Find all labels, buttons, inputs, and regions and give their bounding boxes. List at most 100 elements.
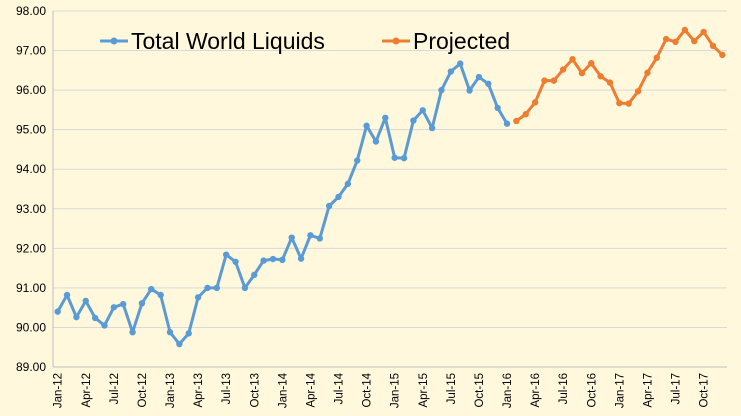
data-point-projected xyxy=(681,26,689,34)
data-point-total-world-liquids xyxy=(222,251,230,258)
legend-marker-total-world-liquids xyxy=(110,37,118,45)
legend-marker-projected xyxy=(392,37,400,45)
x-tick-label: Oct-16 xyxy=(586,373,598,408)
data-point-projected xyxy=(625,100,632,107)
data-point-total-world-liquids xyxy=(251,271,258,279)
data-point-projected xyxy=(513,117,520,125)
y-tick-label: 97.00 xyxy=(16,44,46,58)
data-point-total-world-liquids xyxy=(204,284,211,292)
data-point-projected xyxy=(719,51,726,59)
data-point-projected xyxy=(541,77,548,84)
data-point-projected xyxy=(588,60,595,67)
data-point-total-world-liquids xyxy=(410,117,417,124)
y-tick-label: 94.00 xyxy=(16,162,46,176)
data-point-total-world-liquids xyxy=(101,322,108,329)
y-tick-label: 90.00 xyxy=(16,320,46,334)
data-point-projected xyxy=(606,79,614,86)
legend-label-projected: Projected xyxy=(413,28,510,54)
data-point-total-world-liquids xyxy=(485,80,492,87)
data-point-total-world-liquids xyxy=(157,291,164,299)
x-tick-label: Apr-16 xyxy=(530,373,542,408)
data-point-total-world-liquids xyxy=(363,122,370,129)
data-point-total-world-liquids xyxy=(438,86,445,94)
data-point-total-world-liquids xyxy=(307,232,314,239)
data-point-projected xyxy=(700,28,707,36)
data-point-projected xyxy=(550,77,558,84)
legend-item-projected: Projected xyxy=(382,28,510,54)
x-tick-label: Jul-13 xyxy=(221,373,233,404)
data-point-total-world-liquids xyxy=(503,120,511,127)
data-point-total-world-liquids xyxy=(110,304,118,311)
legend-item-total-world-liquids: Total World Liquids xyxy=(100,28,325,54)
x-tick-label: Apr-14 xyxy=(305,372,317,407)
x-tick-label: Jan-15 xyxy=(390,373,402,408)
data-point-projected xyxy=(559,66,567,73)
data-point-total-world-liquids xyxy=(82,297,89,305)
x-tick-label: Jan-16 xyxy=(502,373,514,408)
data-point-total-world-liquids xyxy=(428,124,436,132)
x-tick-label: Apr-12 xyxy=(81,373,93,408)
data-point-total-world-liquids xyxy=(213,284,221,292)
data-point-total-world-liquids xyxy=(260,257,267,264)
data-point-projected xyxy=(616,99,623,107)
data-point-total-world-liquids xyxy=(475,73,483,81)
data-point-projected xyxy=(691,37,698,45)
data-point-total-world-liquids xyxy=(148,285,155,293)
data-point-total-world-liquids xyxy=(166,328,174,336)
data-point-total-world-liquids xyxy=(232,258,239,265)
data-point-projected xyxy=(569,56,576,63)
series-lines xyxy=(54,26,726,348)
legend: Total World Liquids Projected xyxy=(100,28,510,54)
data-point-projected xyxy=(672,38,679,46)
data-point-total-world-liquids xyxy=(129,328,136,336)
x-tick-label: Jul-14 xyxy=(334,372,346,404)
data-point-total-world-liquids xyxy=(391,154,398,161)
y-axis-tick-labels: 89.00 90.00 91.00 92.00 93.00 94.00 95.00 96.00… xyxy=(16,4,46,374)
x-tick-label: Jan-13 xyxy=(165,373,177,408)
data-point-total-world-liquids xyxy=(241,284,249,292)
x-tick-label: Apr-13 xyxy=(193,373,205,408)
data-point-projected xyxy=(522,111,529,118)
data-point-projected xyxy=(634,88,642,95)
data-point-projected xyxy=(597,73,604,80)
x-tick-label: Apr-17 xyxy=(642,373,654,408)
y-tick-label: 93.00 xyxy=(16,202,46,216)
data-point-total-world-liquids xyxy=(54,308,61,315)
data-point-total-world-liquids xyxy=(325,202,333,210)
data-point-total-world-liquids xyxy=(138,300,146,307)
data-point-total-world-liquids xyxy=(335,193,342,201)
legend-label-total-world-liquids: Total World Liquids xyxy=(131,28,325,54)
data-point-total-world-liquids xyxy=(288,234,295,241)
x-tick-label: Oct-17 xyxy=(699,373,711,408)
x-tick-label: Oct-15 xyxy=(474,373,486,408)
x-tick-label: Jul-12 xyxy=(109,373,121,404)
data-point-total-world-liquids xyxy=(457,60,464,67)
data-point-total-world-liquids xyxy=(382,114,389,122)
data-point-total-world-liquids xyxy=(400,154,408,162)
y-tick-label: 91.00 xyxy=(16,281,46,295)
data-point-total-world-liquids xyxy=(63,291,71,299)
y-tick-label: 92.00 xyxy=(16,241,46,255)
data-point-projected xyxy=(653,54,660,61)
x-tick-label: Apr-15 xyxy=(418,373,430,408)
x-tick-label: Oct-14 xyxy=(362,372,374,407)
x-tick-label: Jul-17 xyxy=(671,373,683,404)
data-point-total-world-liquids xyxy=(194,294,202,301)
data-point-total-world-liquids xyxy=(120,300,127,308)
x-tick-label: Jan-14 xyxy=(277,372,289,408)
data-point-projected xyxy=(662,35,670,43)
data-point-total-world-liquids xyxy=(176,340,183,348)
data-point-total-world-liquids xyxy=(354,157,361,164)
data-point-total-world-liquids xyxy=(91,314,99,322)
data-point-total-world-liquids xyxy=(297,255,305,262)
data-point-total-world-liquids xyxy=(73,313,80,321)
y-tick-label: 98.00 xyxy=(16,4,46,18)
y-tick-label: 95.00 xyxy=(16,123,46,137)
data-point-total-world-liquids xyxy=(279,256,286,264)
y-tick-label: 89.00 xyxy=(16,360,46,374)
data-point-total-world-liquids xyxy=(269,255,277,263)
gridlines xyxy=(52,10,727,368)
data-point-projected xyxy=(709,42,717,50)
